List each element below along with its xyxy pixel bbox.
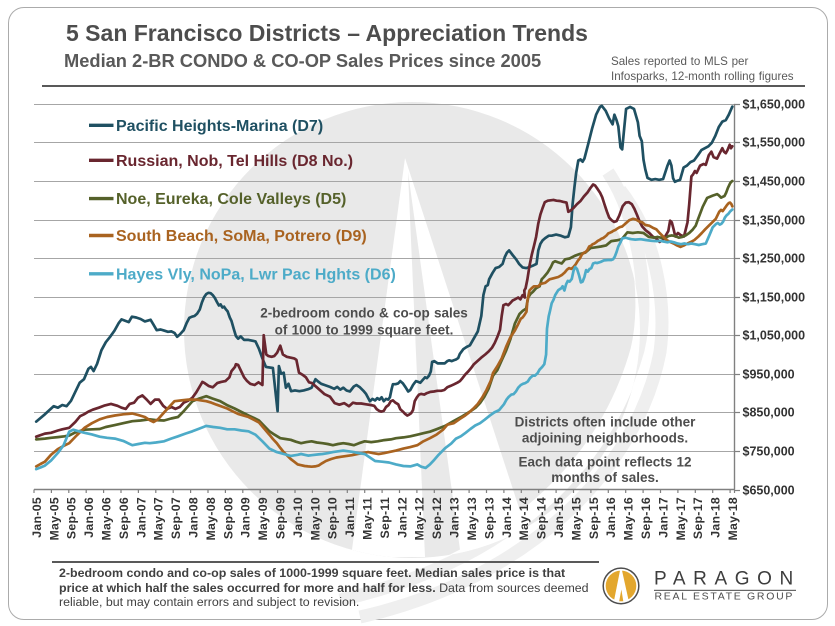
svg-text:$850,000: $850,000 <box>743 406 795 420</box>
svg-text:May-11: May-11 <box>361 497 375 540</box>
svg-text:May-14: May-14 <box>517 497 531 541</box>
svg-text:Jan-09: Jan-09 <box>239 497 253 538</box>
svg-text:May-17: May-17 <box>674 497 688 541</box>
svg-text:$1,250,000: $1,250,000 <box>743 252 806 266</box>
svg-text:Jan-07: Jan-07 <box>134 497 148 538</box>
svg-text:$1,150,000: $1,150,000 <box>743 291 806 305</box>
svg-text:$750,000: $750,000 <box>743 445 795 459</box>
svg-text:REAL ESTATE GROUP: REAL ESTATE GROUP <box>655 590 795 602</box>
svg-text:Sep-08: Sep-08 <box>221 497 235 539</box>
svg-text:Sep-11: Sep-11 <box>378 497 392 538</box>
svg-text:adjoining neighborhoods.: adjoining neighborhoods. <box>522 431 688 446</box>
svg-text:$1,050,000: $1,050,000 <box>743 329 806 343</box>
svg-text:Russian, Nob, Tel Hills (D8 No: Russian, Nob, Tel Hills (D8 No.) <box>116 153 353 170</box>
svg-text:Jan-14: Jan-14 <box>500 497 514 538</box>
svg-text:months of sales.: months of sales. <box>551 470 659 485</box>
svg-text:Sep-07: Sep-07 <box>169 497 183 539</box>
svg-text:PARAGON: PARAGON <box>654 569 801 590</box>
svg-text:Sep-17: Sep-17 <box>691 497 705 539</box>
svg-text:Jan-17: Jan-17 <box>656 497 670 538</box>
svg-text:Jan-12: Jan-12 <box>395 497 409 538</box>
svg-text:Sep-13: Sep-13 <box>482 497 496 539</box>
svg-text:May-16: May-16 <box>622 497 636 541</box>
svg-text:May-09: May-09 <box>256 497 270 541</box>
svg-text:Jan-08: Jan-08 <box>187 497 201 538</box>
svg-text:May-18: May-18 <box>726 497 740 541</box>
svg-text:Jan-15: Jan-15 <box>552 497 566 538</box>
svg-text:$1,450,000: $1,450,000 <box>743 175 806 189</box>
svg-text:Sep-05: Sep-05 <box>65 497 79 539</box>
svg-text:Districts often include other: Districts often include other <box>515 415 697 430</box>
svg-text:Jan-13: Jan-13 <box>448 497 462 538</box>
svg-text:Sep-06: Sep-06 <box>117 497 131 539</box>
svg-text:May-15: May-15 <box>569 497 583 541</box>
svg-text:Sep-15: Sep-15 <box>587 497 601 539</box>
svg-text:Sep-12: Sep-12 <box>430 497 444 539</box>
svg-text:Jan-11: Jan-11 <box>343 497 357 537</box>
svg-text:Jan-06: Jan-06 <box>82 497 96 538</box>
svg-text:Hayes Vly, NoPa, Lwr Pac Hghts: Hayes Vly, NoPa, Lwr Pac Hghts (D6) <box>116 266 396 283</box>
svg-text:Each data point reflects 12: Each data point reflects 12 <box>518 455 691 470</box>
svg-text:2-bedroom condo & co-op sales: 2-bedroom condo & co-op sales <box>260 306 468 321</box>
svg-text:May-13: May-13 <box>465 497 479 541</box>
svg-text:South Beach, SoMa, Potrero (D9: South Beach, SoMa, Potrero (D9) <box>116 228 367 245</box>
svg-text:$1,650,000: $1,650,000 <box>743 98 806 112</box>
svg-text:Sep-16: Sep-16 <box>639 497 653 539</box>
svg-text:$950,000: $950,000 <box>743 368 795 382</box>
svg-text:$1,550,000: $1,550,000 <box>743 136 806 150</box>
svg-text:May-08: May-08 <box>204 497 218 541</box>
svg-text:Sep-14: Sep-14 <box>535 497 549 539</box>
svg-text:Pacific Heights-Marina (D7): Pacific Heights-Marina (D7) <box>116 118 323 135</box>
svg-text:Jan-05: Jan-05 <box>30 497 44 538</box>
svg-text:$650,000: $650,000 <box>743 484 795 498</box>
svg-text:May-07: May-07 <box>152 497 166 541</box>
svg-text:of 1000 to 1999 square feet.: of 1000 to 1999 square feet. <box>275 323 454 338</box>
svg-text:May-05: May-05 <box>47 497 61 541</box>
svg-text:May-12: May-12 <box>413 497 427 541</box>
svg-text:Jan-16: Jan-16 <box>604 497 618 538</box>
svg-text:$1,350,000: $1,350,000 <box>743 214 806 228</box>
svg-text:May-10: May-10 <box>308 497 322 541</box>
svg-text:Noe, Eureka, Cole Valleys (D5): Noe, Eureka, Cole Valleys (D5) <box>116 191 346 208</box>
svg-text:Jan-10: Jan-10 <box>291 497 305 538</box>
svg-text:May-06: May-06 <box>100 497 114 541</box>
svg-text:Jan-18: Jan-18 <box>709 497 723 538</box>
svg-text:Sep-09: Sep-09 <box>274 497 288 539</box>
svg-text:Sep-10: Sep-10 <box>326 497 340 539</box>
